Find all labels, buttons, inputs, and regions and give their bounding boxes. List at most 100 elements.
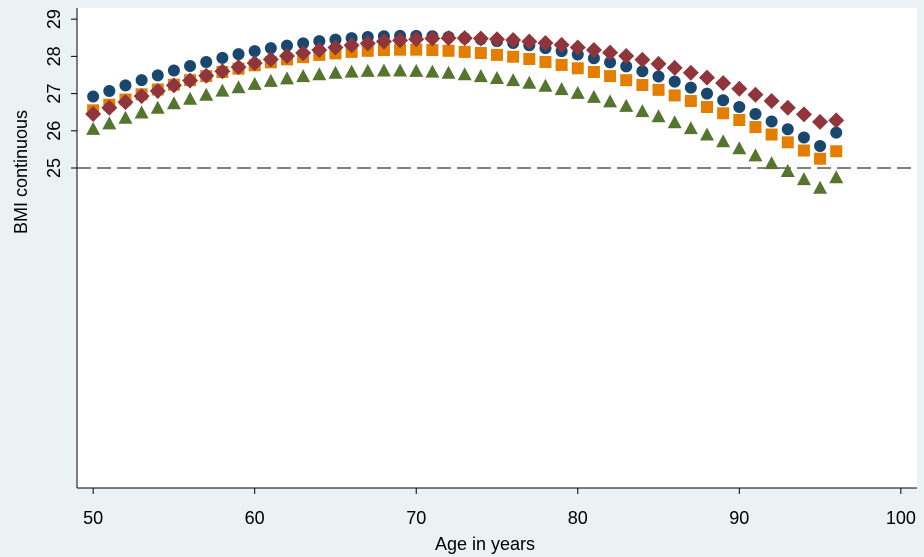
- data-point-triangle: [490, 70, 504, 84]
- data-point-triangle: [231, 80, 246, 94]
- y-tick-label: 25: [44, 158, 64, 178]
- data-point-triangle: [263, 73, 278, 87]
- data-point-triangle: [393, 63, 408, 77]
- data-point-circle: [701, 87, 713, 100]
- data-point-diamond: [246, 55, 263, 72]
- data-point-diamond: [650, 55, 667, 72]
- data-point-diamond: [828, 112, 845, 129]
- data-point-circle: [830, 126, 843, 139]
- data-point-triangle: [586, 89, 601, 103]
- data-point-circle: [184, 60, 197, 73]
- data-point-square: [571, 62, 584, 75]
- data-point-square: [491, 48, 503, 61]
- data-point-circle: [232, 48, 245, 61]
- y-tick-label: 26: [44, 121, 64, 141]
- y-axis-title: BMI continuous: [11, 110, 31, 234]
- data-point-diamond: [731, 80, 748, 97]
- data-point-triangle: [619, 98, 634, 112]
- data-point-triangle: [764, 156, 779, 170]
- data-point-diamond: [521, 33, 538, 50]
- data-point-diamond: [618, 48, 635, 64]
- data-point-square: [668, 89, 681, 102]
- data-point-diamond: [602, 44, 619, 61]
- series-triangle: [86, 63, 844, 194]
- data-point-circle: [200, 55, 213, 68]
- data-point-diamond: [440, 30, 457, 47]
- data-point-diamond: [165, 77, 182, 94]
- data-point-square: [701, 100, 713, 113]
- data-point-square: [394, 43, 407, 56]
- x-tick-label: 50: [83, 508, 103, 528]
- data-point-square: [797, 144, 810, 157]
- data-point-square: [539, 55, 552, 68]
- y-tick-label: 28: [44, 46, 64, 66]
- data-point-diamond: [569, 39, 586, 56]
- data-point-triangle: [700, 127, 714, 141]
- data-point-diamond: [505, 32, 522, 48]
- data-point-circle: [620, 60, 633, 73]
- data-point-square: [781, 136, 794, 149]
- data-point-triangle: [554, 82, 569, 96]
- data-point-diamond: [359, 35, 376, 52]
- data-point-circle: [668, 75, 681, 88]
- plot-area: [77, 8, 917, 488]
- data-point-circle: [248, 45, 261, 58]
- data-point-diamond: [343, 37, 360, 54]
- data-point-diamond: [182, 72, 199, 89]
- data-point-triangle: [506, 73, 521, 87]
- data-point-triangle: [441, 65, 456, 79]
- data-point-triangle: [376, 63, 391, 77]
- data-point-diamond: [634, 51, 651, 68]
- data-point-diamond: [311, 42, 328, 59]
- data-point-triangle: [409, 63, 424, 77]
- data-point-diamond: [214, 63, 231, 80]
- data-point-triangle: [280, 71, 294, 85]
- data-point-diamond: [117, 94, 134, 111]
- data-point-circle: [797, 131, 810, 144]
- data-point-diamond: [715, 75, 732, 92]
- data-point-diamond: [408, 31, 425, 48]
- data-point-triangle: [813, 180, 828, 194]
- data-point-triangle: [166, 96, 181, 110]
- data-point-diamond: [133, 88, 150, 105]
- x-tick-label: 70: [406, 508, 426, 528]
- data-point-diamond: [747, 86, 764, 103]
- data-point-circle: [216, 51, 229, 64]
- data-point-square: [587, 66, 600, 78]
- data-point-circle: [781, 123, 794, 136]
- data-point-square: [377, 44, 390, 57]
- data-point-triangle: [732, 141, 747, 155]
- data-point-triangle: [796, 172, 811, 186]
- data-point-triangle: [296, 69, 311, 83]
- data-point-square: [733, 114, 746, 126]
- data-point-diamond: [795, 106, 812, 123]
- data-point-square: [426, 44, 439, 57]
- data-point-square: [765, 128, 778, 141]
- data-point-triangle: [199, 87, 214, 101]
- data-point-triangle: [215, 83, 230, 97]
- data-point-diamond: [682, 64, 699, 81]
- data-point-diamond: [85, 106, 102, 123]
- data-point-triangle: [457, 67, 472, 81]
- data-point-circle: [264, 42, 277, 55]
- data-point-circle: [297, 37, 310, 50]
- data-point-triangle: [86, 121, 101, 135]
- data-point-square: [555, 58, 568, 71]
- data-point-triangle: [344, 64, 359, 78]
- data-point-circle: [119, 79, 132, 92]
- data-point-circle: [151, 69, 164, 82]
- series-circle: [87, 29, 843, 153]
- data-point-triangle: [651, 109, 666, 123]
- data-point-square: [814, 152, 827, 165]
- data-point-diamond: [375, 33, 392, 50]
- data-point-diamond: [812, 113, 829, 130]
- data-point-circle: [135, 74, 148, 87]
- data-point-triangle: [473, 69, 488, 83]
- data-point-square: [442, 44, 455, 57]
- data-point-diamond: [763, 93, 780, 110]
- data-point-square: [684, 95, 697, 108]
- data-point-diamond: [779, 99, 796, 116]
- data-point-triangle: [748, 148, 763, 162]
- data-point-triangle: [118, 110, 133, 124]
- data-point-square: [410, 43, 423, 56]
